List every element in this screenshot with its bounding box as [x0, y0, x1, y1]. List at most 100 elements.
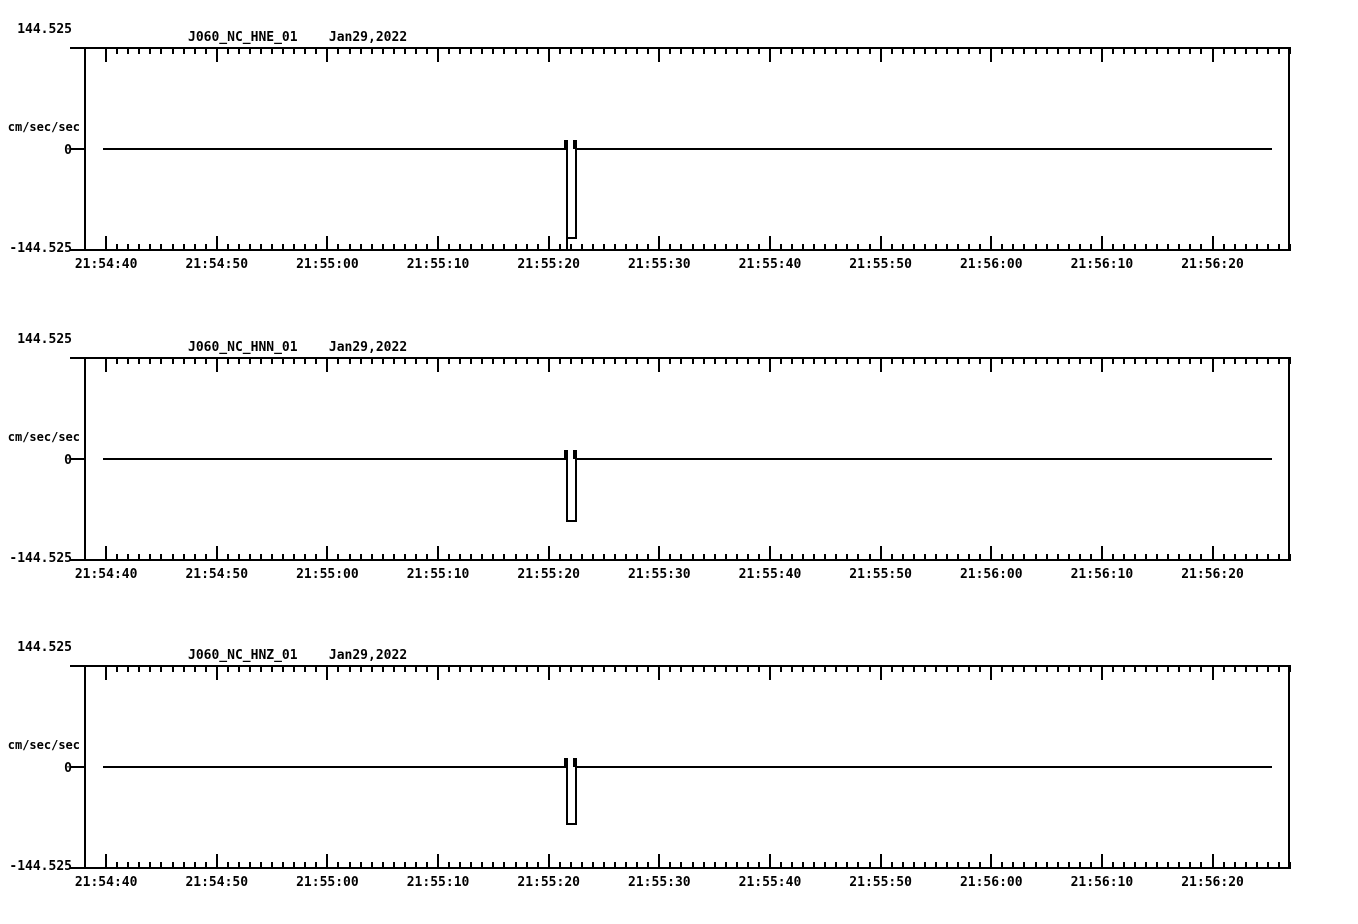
- x-tick-minor-hne: [116, 244, 119, 251]
- x-tick-minor-hne: [204, 244, 207, 251]
- x-tick-top-minor-hne: [503, 47, 506, 54]
- x-tick-minor-hne: [459, 244, 462, 251]
- x-tick-top-minor-hnz: [492, 665, 495, 672]
- x-tick-top-minor-hnn: [304, 357, 307, 364]
- x-tick-top-minor-hne: [979, 47, 982, 54]
- x-tick-minor-hnz: [193, 862, 196, 869]
- x-tick-top-major-hnz: [326, 665, 329, 680]
- trace-spike-cap-right-hnz: [573, 758, 575, 767]
- x-tick-top-minor-hne: [116, 47, 119, 54]
- trace-spike-up-hnn: [575, 450, 577, 522]
- x-tick-top-minor-hne: [569, 47, 572, 54]
- x-tick-minor-hnn: [1266, 554, 1269, 561]
- x-tick-top-minor-hne: [957, 47, 960, 54]
- x-tick-top-minor-hnz: [680, 665, 683, 672]
- x-axis-tick-label-hnn: 21:55:00: [296, 567, 359, 582]
- x-tick-minor-hnn: [1277, 554, 1280, 561]
- x-tick-minor-hne: [757, 244, 760, 251]
- x-tick-top-minor-hne: [912, 47, 915, 54]
- x-tick-top-minor-hne: [282, 47, 285, 54]
- trace-spike-bottom-hnz: [566, 823, 577, 825]
- x-tick-top-minor-hnz: [1156, 665, 1159, 672]
- x-tick-top-minor-hnz: [370, 665, 373, 672]
- y-tick-top-hnn: [70, 357, 84, 359]
- x-tick-top-minor-hnz: [1023, 665, 1026, 672]
- x-tick-minor-hnn: [171, 554, 174, 561]
- x-tick-top-minor-hnn: [1289, 357, 1291, 364]
- x-tick-top-minor-hnn: [591, 357, 594, 364]
- x-tick-top-minor-hnz: [1178, 665, 1181, 672]
- x-tick-minor-hne: [1034, 244, 1037, 251]
- y-axis-label-bottom-hnn: -144.525: [9, 551, 72, 566]
- x-tick-minor-hnn: [348, 554, 351, 561]
- x-tick-top-minor-hnn: [857, 357, 860, 364]
- x-tick-top-minor-hne: [1266, 47, 1269, 54]
- x-tick-minor-hnz: [580, 862, 583, 869]
- x-tick-minor-hnz: [1277, 862, 1280, 869]
- x-tick-minor-hnz: [702, 862, 705, 869]
- x-tick-top-minor-hnz: [293, 665, 296, 672]
- x-tick-minor-hnz: [890, 862, 893, 869]
- x-tick-top-minor-hnz: [901, 665, 904, 672]
- x-tick-top-minor-hnz: [470, 665, 473, 672]
- trace-baseline-right-hnn: [575, 458, 1272, 460]
- x-tick-minor-hnn: [459, 554, 462, 561]
- x-tick-top-minor-hnn: [470, 357, 473, 364]
- x-tick-minor-hnz: [293, 862, 296, 869]
- x-tick-top-minor-hnn: [957, 357, 960, 364]
- x-tick-minor-hnz: [802, 862, 805, 869]
- x-tick-top-minor-hne: [470, 47, 473, 54]
- x-tick-minor-hne: [348, 244, 351, 251]
- x-tick-minor-hnz: [1266, 862, 1269, 869]
- x-tick-top-minor-hnz: [569, 665, 572, 672]
- x-tick-top-minor-hnz: [348, 665, 351, 672]
- trace-spike-bottom-hnn: [566, 520, 577, 522]
- y-tick-zero-hnz: [70, 766, 84, 768]
- y-axis-label-zero-hnn: 0: [64, 453, 72, 468]
- x-tick-minor-hnz: [691, 862, 694, 869]
- x-tick-top-minor-hne: [968, 47, 971, 54]
- x-tick-minor-hne: [470, 244, 473, 251]
- x-tick-top-minor-hnn: [1156, 357, 1159, 364]
- x-tick-top-minor-hnz: [780, 665, 783, 672]
- x-tick-major-hnz: [990, 854, 993, 869]
- x-tick-minor-hnn: [1012, 554, 1015, 561]
- x-tick-top-minor-hnz: [337, 665, 340, 672]
- x-tick-minor-hnn: [835, 554, 838, 561]
- x-tick-minor-hne: [868, 244, 871, 251]
- x-tick-top-minor-hne: [459, 47, 462, 54]
- x-tick-top-major-hnn: [879, 357, 882, 372]
- x-tick-top-minor-hnz: [669, 665, 672, 672]
- x-tick-minor-hne: [791, 244, 794, 251]
- x-tick-minor-hnn: [425, 554, 428, 561]
- x-tick-minor-hne: [149, 244, 152, 251]
- x-tick-minor-hnn: [260, 554, 263, 561]
- x-tick-minor-hne: [1045, 244, 1048, 251]
- x-axis-tick-label-hne: 21:54:40: [74, 257, 138, 272]
- x-tick-minor-hnn: [403, 554, 406, 561]
- x-tick-top-minor-hnn: [182, 357, 185, 364]
- x-tick-major-hnz: [658, 854, 661, 869]
- x-tick-minor-hnz: [381, 862, 384, 869]
- x-tick-minor-hne: [481, 244, 484, 251]
- x-tick-minor-hne: [1233, 244, 1236, 251]
- trace-spike-cap-left-hnz: [564, 758, 566, 767]
- x-tick-top-minor-hnn: [923, 357, 926, 364]
- x-tick-minor-hne: [514, 244, 517, 251]
- x-tick-top-minor-hnz: [481, 665, 484, 672]
- x-tick-minor-hnn: [204, 554, 207, 561]
- x-tick-top-minor-hne: [127, 47, 130, 54]
- x-tick-minor-hnn: [503, 554, 506, 561]
- x-tick-top-minor-hnz: [724, 665, 727, 672]
- x-tick-minor-hnn: [647, 554, 650, 561]
- x-tick-top-major-hnz: [658, 665, 661, 680]
- x-tick-top-minor-hnn: [514, 357, 517, 364]
- x-tick-minor-hnz: [1189, 862, 1192, 869]
- x-tick-minor-hne: [359, 244, 362, 251]
- x-tick-minor-hnn: [226, 554, 229, 561]
- x-tick-minor-hnn: [315, 554, 318, 561]
- x-tick-top-minor-hne: [746, 47, 749, 54]
- x-tick-minor-hnz: [1156, 862, 1159, 869]
- x-tick-minor-hnn: [1222, 554, 1225, 561]
- x-tick-top-minor-hne: [1078, 47, 1081, 54]
